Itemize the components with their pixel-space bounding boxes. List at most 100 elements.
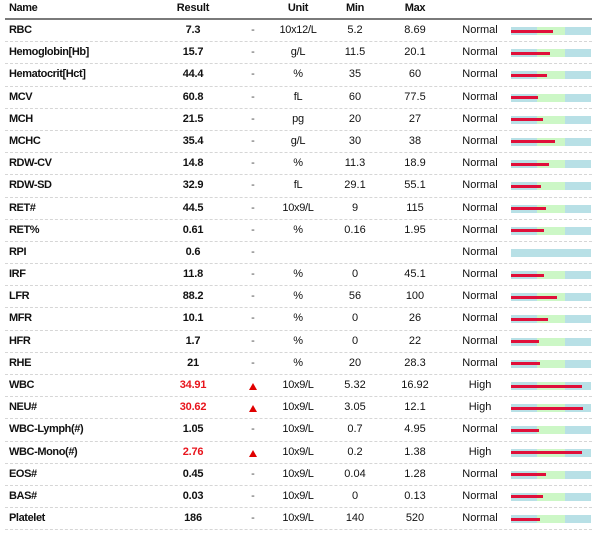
table-row[interactable]: RET% 0.61 - % 0.16 1.95 Normal bbox=[5, 220, 592, 242]
test-result: 88.2 bbox=[182, 290, 204, 303]
flag-indicator: - bbox=[251, 157, 255, 170]
value-indicator bbox=[511, 140, 555, 144]
status-label: Normal bbox=[462, 467, 498, 480]
range-bar bbox=[511, 404, 591, 413]
range-min: 60 bbox=[348, 90, 362, 103]
table-row[interactable]: WBC-Lymph(#) 1.05 - 10x9/L 0.7 4.95 Norm… bbox=[5, 419, 592, 442]
table-body: RBC 7.3 - 10x12/L 5.2 8.69 Normal Hemogl… bbox=[0, 20, 600, 531]
test-name: RBC bbox=[9, 24, 32, 36]
header-name: Name bbox=[9, 2, 38, 14]
status-label: Normal bbox=[462, 312, 498, 325]
table-row[interactable]: NEU# 30.62 10x9/L 3.05 12.1 High bbox=[5, 397, 592, 420]
value-indicator bbox=[511, 428, 539, 432]
table-header: Name Result Unit Min Max bbox=[5, 0, 592, 20]
table-row[interactable]: Hematocrit[Hct] 44.4 - % 35 60 Normal bbox=[5, 64, 592, 87]
status-label: High bbox=[468, 445, 492, 458]
table-row[interactable]: IRF 11.8 - % 0 45.1 Normal bbox=[5, 264, 592, 287]
table-row[interactable]: LFR 88.2 - % 56 100 Normal bbox=[5, 286, 592, 309]
range-max: 8.69 bbox=[404, 24, 426, 36]
table-row[interactable]: WBC 34.91 10x9/L 5.32 16.92 High bbox=[5, 375, 592, 398]
test-name: MCHC bbox=[9, 134, 41, 147]
value-indicator bbox=[511, 384, 582, 388]
table-row[interactable]: RDW-SD 32.9 - fL 29.1 55.1 Normal bbox=[5, 175, 592, 198]
value-indicator bbox=[511, 229, 544, 233]
table-row[interactable]: RHE 21 - % 20 28.3 Normal bbox=[5, 353, 592, 375]
flag-indicator: - bbox=[251, 489, 255, 502]
table-row[interactable]: MFR 10.1 - % 0 26 Normal bbox=[5, 308, 592, 331]
status-label: Normal bbox=[462, 112, 498, 125]
test-result: 1.7 bbox=[185, 334, 201, 347]
test-unit: % bbox=[293, 157, 303, 170]
test-unit: % bbox=[293, 312, 303, 325]
range-min: 5.32 bbox=[344, 379, 366, 391]
table-row[interactable]: RET# 44.5 - 10x9/L 9 115 Normal bbox=[5, 198, 592, 220]
test-result: 60.8 bbox=[182, 90, 204, 103]
status-label: Normal bbox=[462, 68, 498, 81]
test-unit: 10x9/L bbox=[282, 489, 314, 502]
test-name: Platelet bbox=[9, 512, 45, 525]
range-bar bbox=[511, 27, 591, 35]
header-unit: Unit bbox=[287, 2, 309, 14]
test-name: RDW-CV bbox=[9, 157, 52, 170]
table-row[interactable]: Hemoglobin[Hb] 15.7 - g/L 11.5 20.1 Norm… bbox=[5, 42, 592, 65]
table-row[interactable]: Platelet 186 - 10x9/L 140 520 Normal bbox=[5, 508, 592, 531]
range-bar bbox=[511, 226, 591, 235]
table-row[interactable]: RDW-CV 14.8 - % 11.3 18.9 Normal bbox=[5, 153, 592, 176]
value-indicator bbox=[511, 51, 550, 55]
test-unit: fL bbox=[293, 179, 303, 192]
table-row[interactable]: EOS# 0.45 - 10x9/L 0.04 1.28 Normal bbox=[5, 464, 592, 486]
normal-range-segment bbox=[537, 426, 565, 435]
flag-indicator: - bbox=[251, 290, 255, 303]
test-result: 21 bbox=[187, 356, 199, 369]
test-result: 44.4 bbox=[182, 68, 204, 81]
table-row[interactable]: BAS# 0.03 - 10x9/L 0 0.13 Normal bbox=[5, 486, 592, 509]
test-unit: % bbox=[293, 334, 303, 347]
table-row[interactable]: WBC-Mono(#) 2.76 10x9/L 0.2 1.38 High bbox=[5, 442, 592, 464]
table-row[interactable]: MCHC 35.4 - g/L 30 38 Normal bbox=[5, 131, 592, 154]
value-indicator bbox=[511, 317, 548, 321]
range-min: 29.1 bbox=[344, 179, 366, 192]
test-name: NEU# bbox=[9, 401, 37, 414]
test-unit: pg bbox=[292, 112, 304, 125]
value-indicator bbox=[511, 451, 582, 455]
test-unit: 10x9/L bbox=[282, 379, 314, 391]
range-bar bbox=[511, 426, 591, 435]
table-row[interactable]: MCV 60.8 - fL 60 77.5 Normal bbox=[5, 87, 592, 109]
range-min: 0 bbox=[351, 334, 359, 347]
table-row[interactable]: RPI 0.6 - Normal bbox=[5, 242, 592, 265]
range-bar bbox=[511, 359, 591, 368]
value-indicator bbox=[511, 29, 553, 33]
range-max: 60 bbox=[408, 68, 422, 81]
flag-indicator: - bbox=[251, 201, 255, 214]
range-max: 28.3 bbox=[404, 356, 426, 369]
test-result: 34.91 bbox=[179, 379, 207, 391]
triangle-up-icon bbox=[249, 383, 257, 391]
high-arrow-icon bbox=[243, 375, 263, 396]
flag-indicator: - bbox=[251, 24, 255, 36]
range-min: 0.04 bbox=[344, 467, 366, 480]
flag-indicator: - bbox=[251, 512, 255, 525]
status-label: Normal bbox=[462, 134, 498, 147]
test-name: MCH bbox=[9, 112, 33, 125]
normal-range-segment bbox=[537, 204, 565, 213]
range-min: 0.2 bbox=[347, 445, 363, 458]
range-max: 20.1 bbox=[404, 46, 426, 59]
range-min: 20 bbox=[348, 112, 362, 125]
flag-indicator: - bbox=[251, 467, 255, 480]
range-bar bbox=[511, 315, 591, 324]
status-label: Normal bbox=[462, 201, 498, 214]
table-row[interactable]: HFR 1.7 - % 0 22 Normal bbox=[5, 331, 592, 353]
status-label: Normal bbox=[462, 179, 498, 192]
test-unit: % bbox=[293, 68, 303, 81]
range-min: 0 bbox=[351, 268, 359, 281]
range-max: 27 bbox=[408, 112, 422, 125]
range-bar bbox=[511, 337, 591, 346]
table-row[interactable]: RBC 7.3 - 10x12/L 5.2 8.69 Normal bbox=[5, 20, 592, 43]
table-row[interactable]: MCH 21.5 - pg 20 27 Normal bbox=[5, 109, 592, 131]
test-name: WBC-Mono(#) bbox=[9, 445, 78, 458]
range-min: 0.7 bbox=[347, 423, 363, 436]
range-min: 11.3 bbox=[344, 157, 366, 170]
test-name: HFR bbox=[9, 334, 31, 347]
value-indicator bbox=[511, 340, 539, 344]
